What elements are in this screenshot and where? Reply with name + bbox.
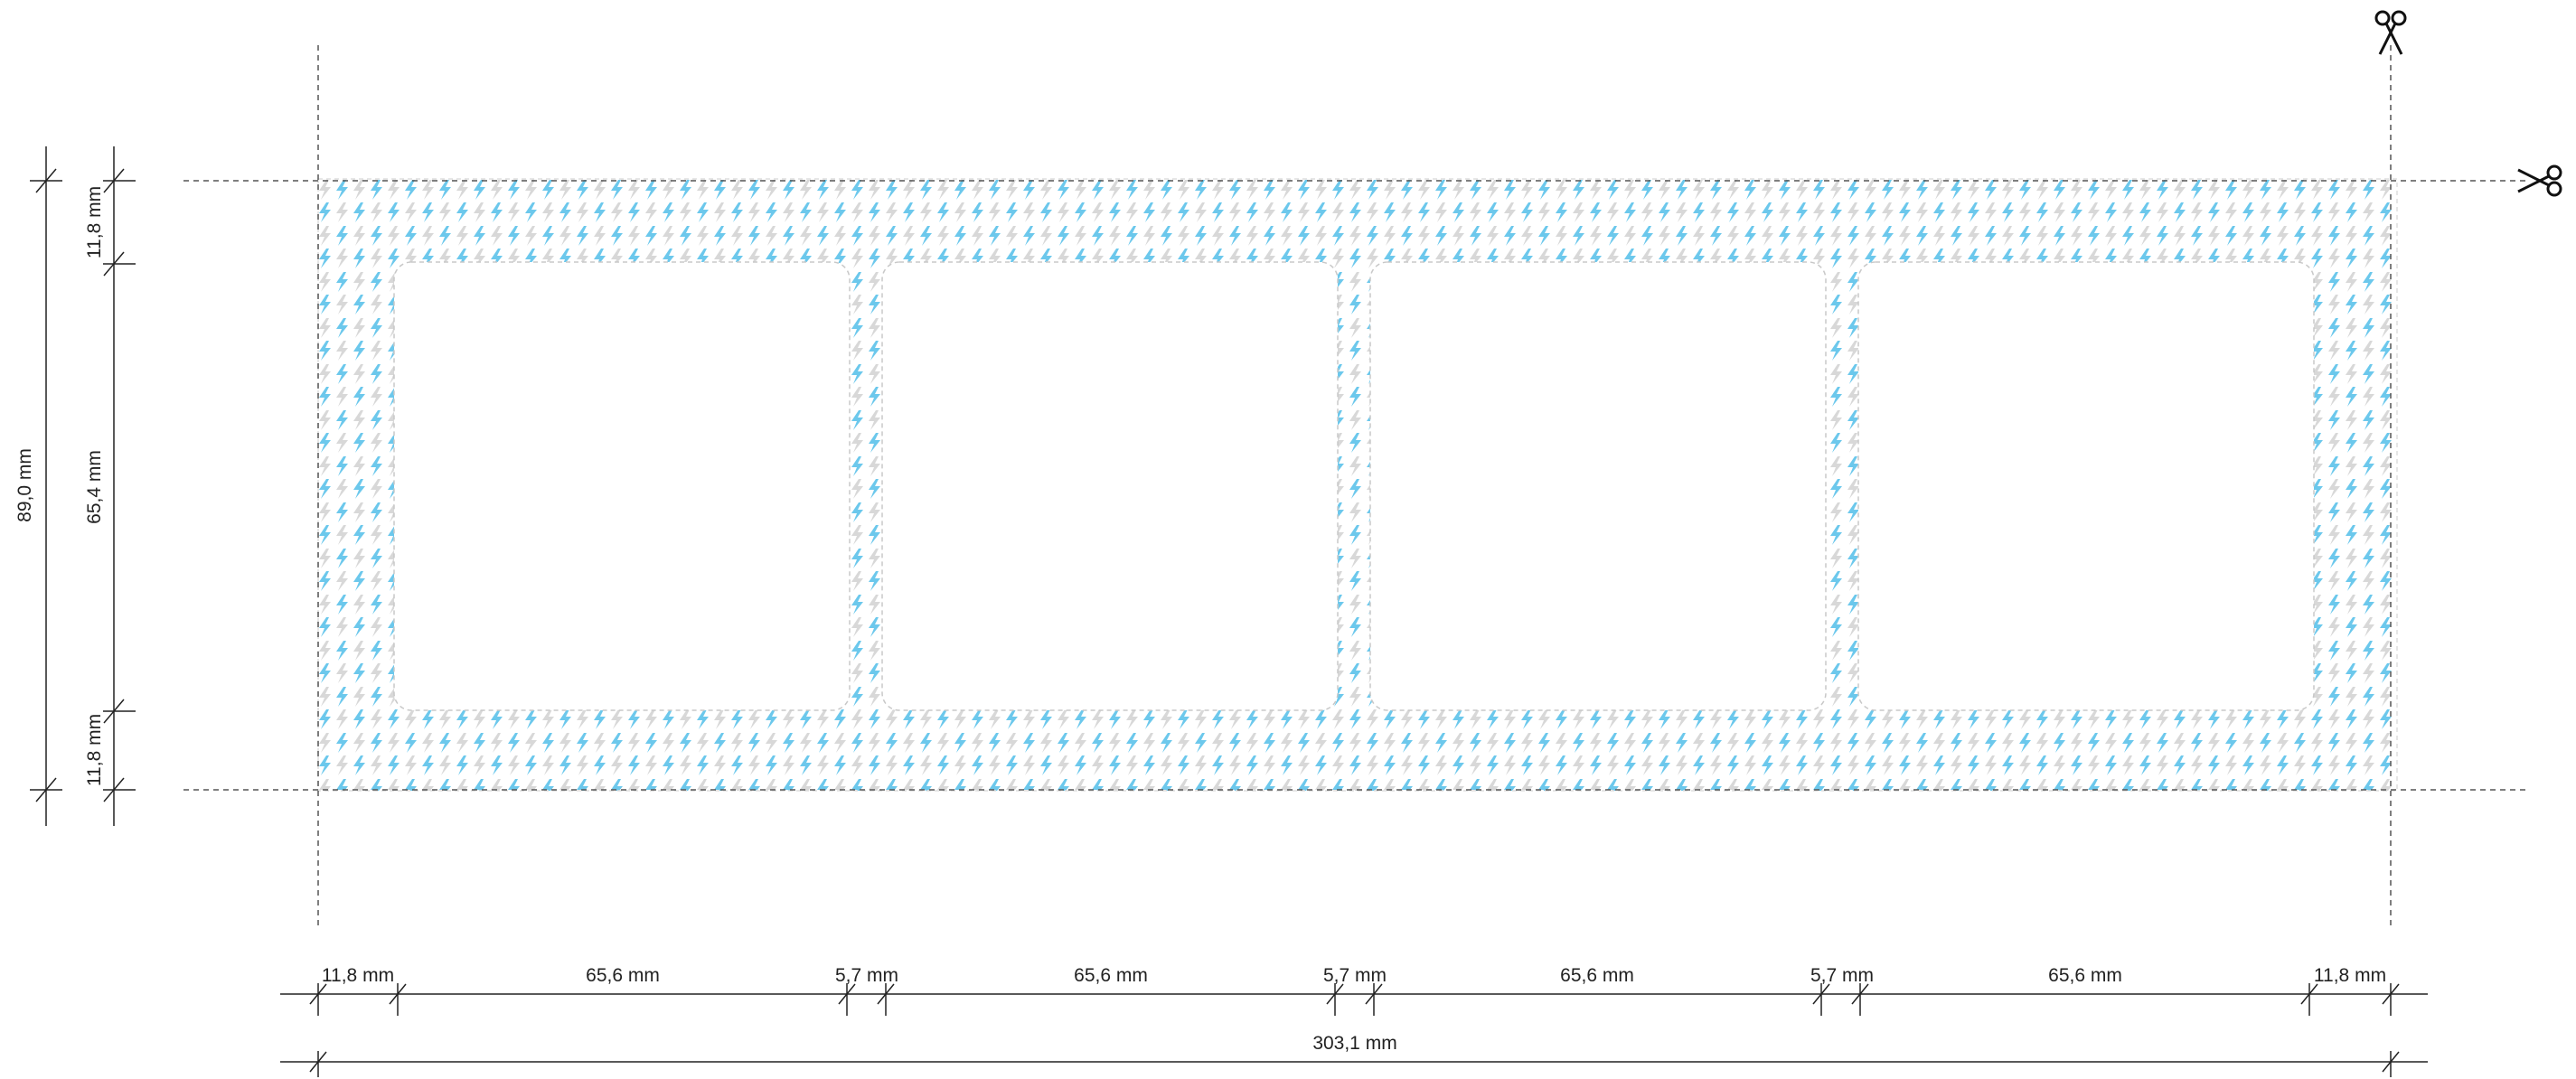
- window-3: [1369, 261, 1827, 711]
- label-left-margin: 11,8 mm: [322, 965, 394, 986]
- label-overall-height: 89,0 mm: [14, 448, 35, 522]
- label-right-margin: 11,8 mm: [2314, 965, 2386, 986]
- window-2: [881, 261, 1339, 711]
- label-gap-1: 5,7 mm: [835, 965, 898, 986]
- label-overall-width: 303,1 mm: [1312, 1033, 1396, 1054]
- label-window-width-4: 65,6 mm: [2048, 965, 2122, 986]
- scissors-icon: [2517, 164, 2562, 197]
- label-window-height: 65,4 mm: [84, 450, 105, 524]
- label-top-margin: 11,8 mm: [84, 186, 105, 258]
- label-gap-2: 5,7 mm: [1323, 965, 1387, 986]
- label-window-width-2: 65,6 mm: [1074, 965, 1148, 986]
- label-bottom-margin: 11,8 mm: [84, 714, 105, 786]
- window-1: [393, 261, 851, 711]
- window-4: [1857, 261, 2315, 711]
- sheet-outline: [317, 178, 2398, 792]
- label-gap-3: 5,7 mm: [1810, 965, 1874, 986]
- patterned-sheet: [318, 179, 2397, 791]
- label-window-width-3: 65,6 mm: [1560, 965, 1634, 986]
- scissors-icon: [2374, 10, 2407, 55]
- label-window-width-1: 65,6 mm: [586, 965, 660, 986]
